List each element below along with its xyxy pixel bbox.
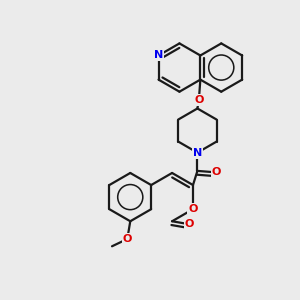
Text: O: O (194, 94, 204, 105)
Text: O: O (212, 167, 221, 177)
Text: N: N (154, 50, 163, 61)
Text: O: O (123, 234, 132, 244)
Text: O: O (188, 204, 198, 214)
Text: O: O (184, 219, 194, 229)
Text: N: N (193, 148, 202, 158)
